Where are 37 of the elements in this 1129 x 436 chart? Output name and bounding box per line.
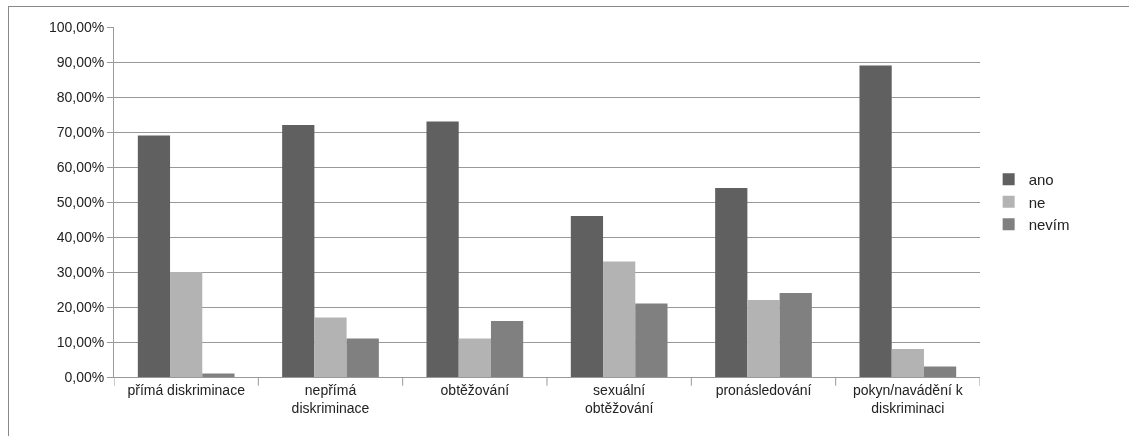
bar xyxy=(490,321,524,377)
x-tick-label: pokyn/navádění k diskriminaci xyxy=(852,381,964,416)
bar xyxy=(923,366,957,377)
bar xyxy=(170,272,203,377)
y-tick-label: 90,00% xyxy=(56,53,105,70)
bar xyxy=(635,303,668,377)
bar xyxy=(779,293,812,377)
bar xyxy=(747,300,780,377)
y-tick-label: 40,00% xyxy=(56,228,105,245)
y-tick-label: 60,00% xyxy=(56,158,105,175)
legend-label: ano xyxy=(1028,171,1054,189)
bar xyxy=(314,317,347,377)
y-tick-label: 20,00% xyxy=(56,298,105,315)
y-tick-label: 10,00% xyxy=(56,333,105,350)
bar xyxy=(282,125,315,377)
bar xyxy=(859,65,892,377)
y-tick-label: 70,00% xyxy=(56,123,105,140)
y-tick-label: 0,00% xyxy=(64,368,105,385)
bar xyxy=(715,188,748,377)
bar xyxy=(346,338,379,377)
legend-label: nevím xyxy=(1028,216,1070,234)
y-tick-label: 30,00% xyxy=(56,263,105,280)
bar xyxy=(458,338,491,377)
x-tick-label: sexuální obtěžování xyxy=(584,381,654,416)
legend-label: ne xyxy=(1028,193,1046,211)
x-tick-label: přímá diskriminace xyxy=(127,381,246,398)
bar xyxy=(891,349,924,377)
x-tick-label: pronásledování xyxy=(715,381,812,398)
x-tick-label: obtěžování xyxy=(440,381,510,398)
y-tick-label: 50,00% xyxy=(56,193,105,210)
bar xyxy=(426,121,459,377)
y-tick-label: 100,00% xyxy=(48,18,105,35)
bar xyxy=(603,261,636,377)
x-tick-label: nepřímá diskriminace xyxy=(291,381,370,416)
bar xyxy=(570,216,604,377)
y-tick-label: 80,00% xyxy=(56,88,105,105)
bar xyxy=(137,135,171,377)
